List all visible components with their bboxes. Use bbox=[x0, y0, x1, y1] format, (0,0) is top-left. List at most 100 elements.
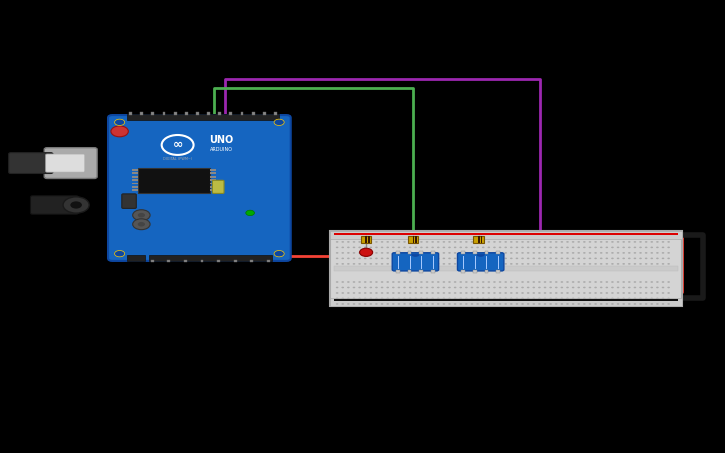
Bar bbox=[132, 179, 138, 181]
Circle shape bbox=[656, 258, 659, 259]
Circle shape bbox=[403, 252, 406, 254]
Wedge shape bbox=[476, 254, 485, 257]
Circle shape bbox=[667, 281, 670, 283]
Circle shape bbox=[352, 303, 355, 305]
Circle shape bbox=[471, 287, 473, 288]
Circle shape bbox=[645, 303, 647, 305]
Circle shape bbox=[493, 246, 496, 248]
Circle shape bbox=[510, 263, 513, 265]
Bar bbox=[330, 231, 682, 239]
Circle shape bbox=[617, 252, 619, 254]
Circle shape bbox=[532, 263, 535, 265]
Circle shape bbox=[493, 292, 496, 294]
Bar bbox=[250, 260, 253, 262]
Circle shape bbox=[465, 287, 468, 288]
Circle shape bbox=[358, 303, 361, 305]
Circle shape bbox=[347, 287, 349, 288]
Circle shape bbox=[521, 281, 524, 283]
Circle shape bbox=[465, 303, 468, 305]
Circle shape bbox=[656, 292, 659, 294]
Circle shape bbox=[572, 252, 574, 254]
Circle shape bbox=[336, 246, 339, 248]
Circle shape bbox=[454, 241, 457, 243]
Bar bbox=[127, 114, 279, 120]
Circle shape bbox=[532, 252, 535, 254]
Circle shape bbox=[493, 298, 496, 299]
Circle shape bbox=[656, 252, 659, 254]
Circle shape bbox=[515, 298, 518, 299]
Circle shape bbox=[364, 246, 367, 248]
Circle shape bbox=[347, 246, 349, 248]
Circle shape bbox=[622, 263, 625, 265]
Circle shape bbox=[544, 298, 547, 299]
Circle shape bbox=[420, 241, 423, 243]
Circle shape bbox=[650, 287, 653, 288]
Circle shape bbox=[403, 246, 406, 248]
Circle shape bbox=[566, 298, 569, 299]
Circle shape bbox=[420, 246, 423, 248]
Circle shape bbox=[583, 241, 586, 243]
Circle shape bbox=[482, 258, 484, 259]
Circle shape bbox=[667, 298, 670, 299]
Circle shape bbox=[409, 298, 412, 299]
Circle shape bbox=[341, 298, 344, 299]
Circle shape bbox=[460, 258, 462, 259]
Bar bbox=[210, 179, 216, 181]
Text: UNO: UNO bbox=[209, 135, 233, 145]
Circle shape bbox=[550, 258, 552, 259]
Circle shape bbox=[392, 263, 394, 265]
Circle shape bbox=[375, 303, 378, 305]
Circle shape bbox=[577, 298, 580, 299]
Bar bbox=[361, 236, 371, 243]
Circle shape bbox=[499, 292, 502, 294]
Circle shape bbox=[617, 298, 619, 299]
Circle shape bbox=[487, 258, 490, 259]
Circle shape bbox=[347, 241, 349, 243]
Circle shape bbox=[358, 292, 361, 294]
Circle shape bbox=[589, 281, 592, 283]
Circle shape bbox=[375, 281, 378, 283]
Circle shape bbox=[538, 258, 541, 259]
Bar bbox=[413, 236, 414, 243]
Circle shape bbox=[499, 303, 502, 305]
Circle shape bbox=[572, 281, 574, 283]
Circle shape bbox=[386, 292, 389, 294]
Bar bbox=[396, 251, 399, 254]
Circle shape bbox=[392, 258, 394, 259]
Circle shape bbox=[347, 281, 349, 283]
Circle shape bbox=[358, 252, 361, 254]
Circle shape bbox=[482, 263, 484, 265]
Circle shape bbox=[577, 241, 580, 243]
Circle shape bbox=[409, 292, 412, 294]
Circle shape bbox=[656, 298, 659, 299]
Circle shape bbox=[583, 246, 586, 248]
Circle shape bbox=[628, 292, 631, 294]
Circle shape bbox=[403, 292, 406, 294]
Bar bbox=[368, 236, 370, 243]
Circle shape bbox=[465, 246, 468, 248]
Circle shape bbox=[347, 292, 349, 294]
Circle shape bbox=[499, 298, 502, 299]
Circle shape bbox=[510, 281, 513, 283]
Wedge shape bbox=[411, 254, 420, 257]
Circle shape bbox=[622, 241, 625, 243]
Circle shape bbox=[381, 281, 384, 283]
Circle shape bbox=[639, 241, 642, 243]
Circle shape bbox=[527, 246, 529, 248]
Circle shape bbox=[622, 292, 625, 294]
Circle shape bbox=[162, 135, 194, 155]
Circle shape bbox=[510, 241, 513, 243]
Circle shape bbox=[605, 241, 608, 243]
Circle shape bbox=[617, 303, 619, 305]
Circle shape bbox=[583, 298, 586, 299]
Circle shape bbox=[381, 252, 384, 254]
Circle shape bbox=[415, 298, 417, 299]
Circle shape bbox=[555, 252, 558, 254]
Circle shape bbox=[392, 252, 394, 254]
Circle shape bbox=[482, 292, 484, 294]
Circle shape bbox=[386, 298, 389, 299]
Circle shape bbox=[493, 241, 496, 243]
Circle shape bbox=[611, 281, 614, 283]
Circle shape bbox=[415, 287, 417, 288]
Circle shape bbox=[415, 303, 417, 305]
